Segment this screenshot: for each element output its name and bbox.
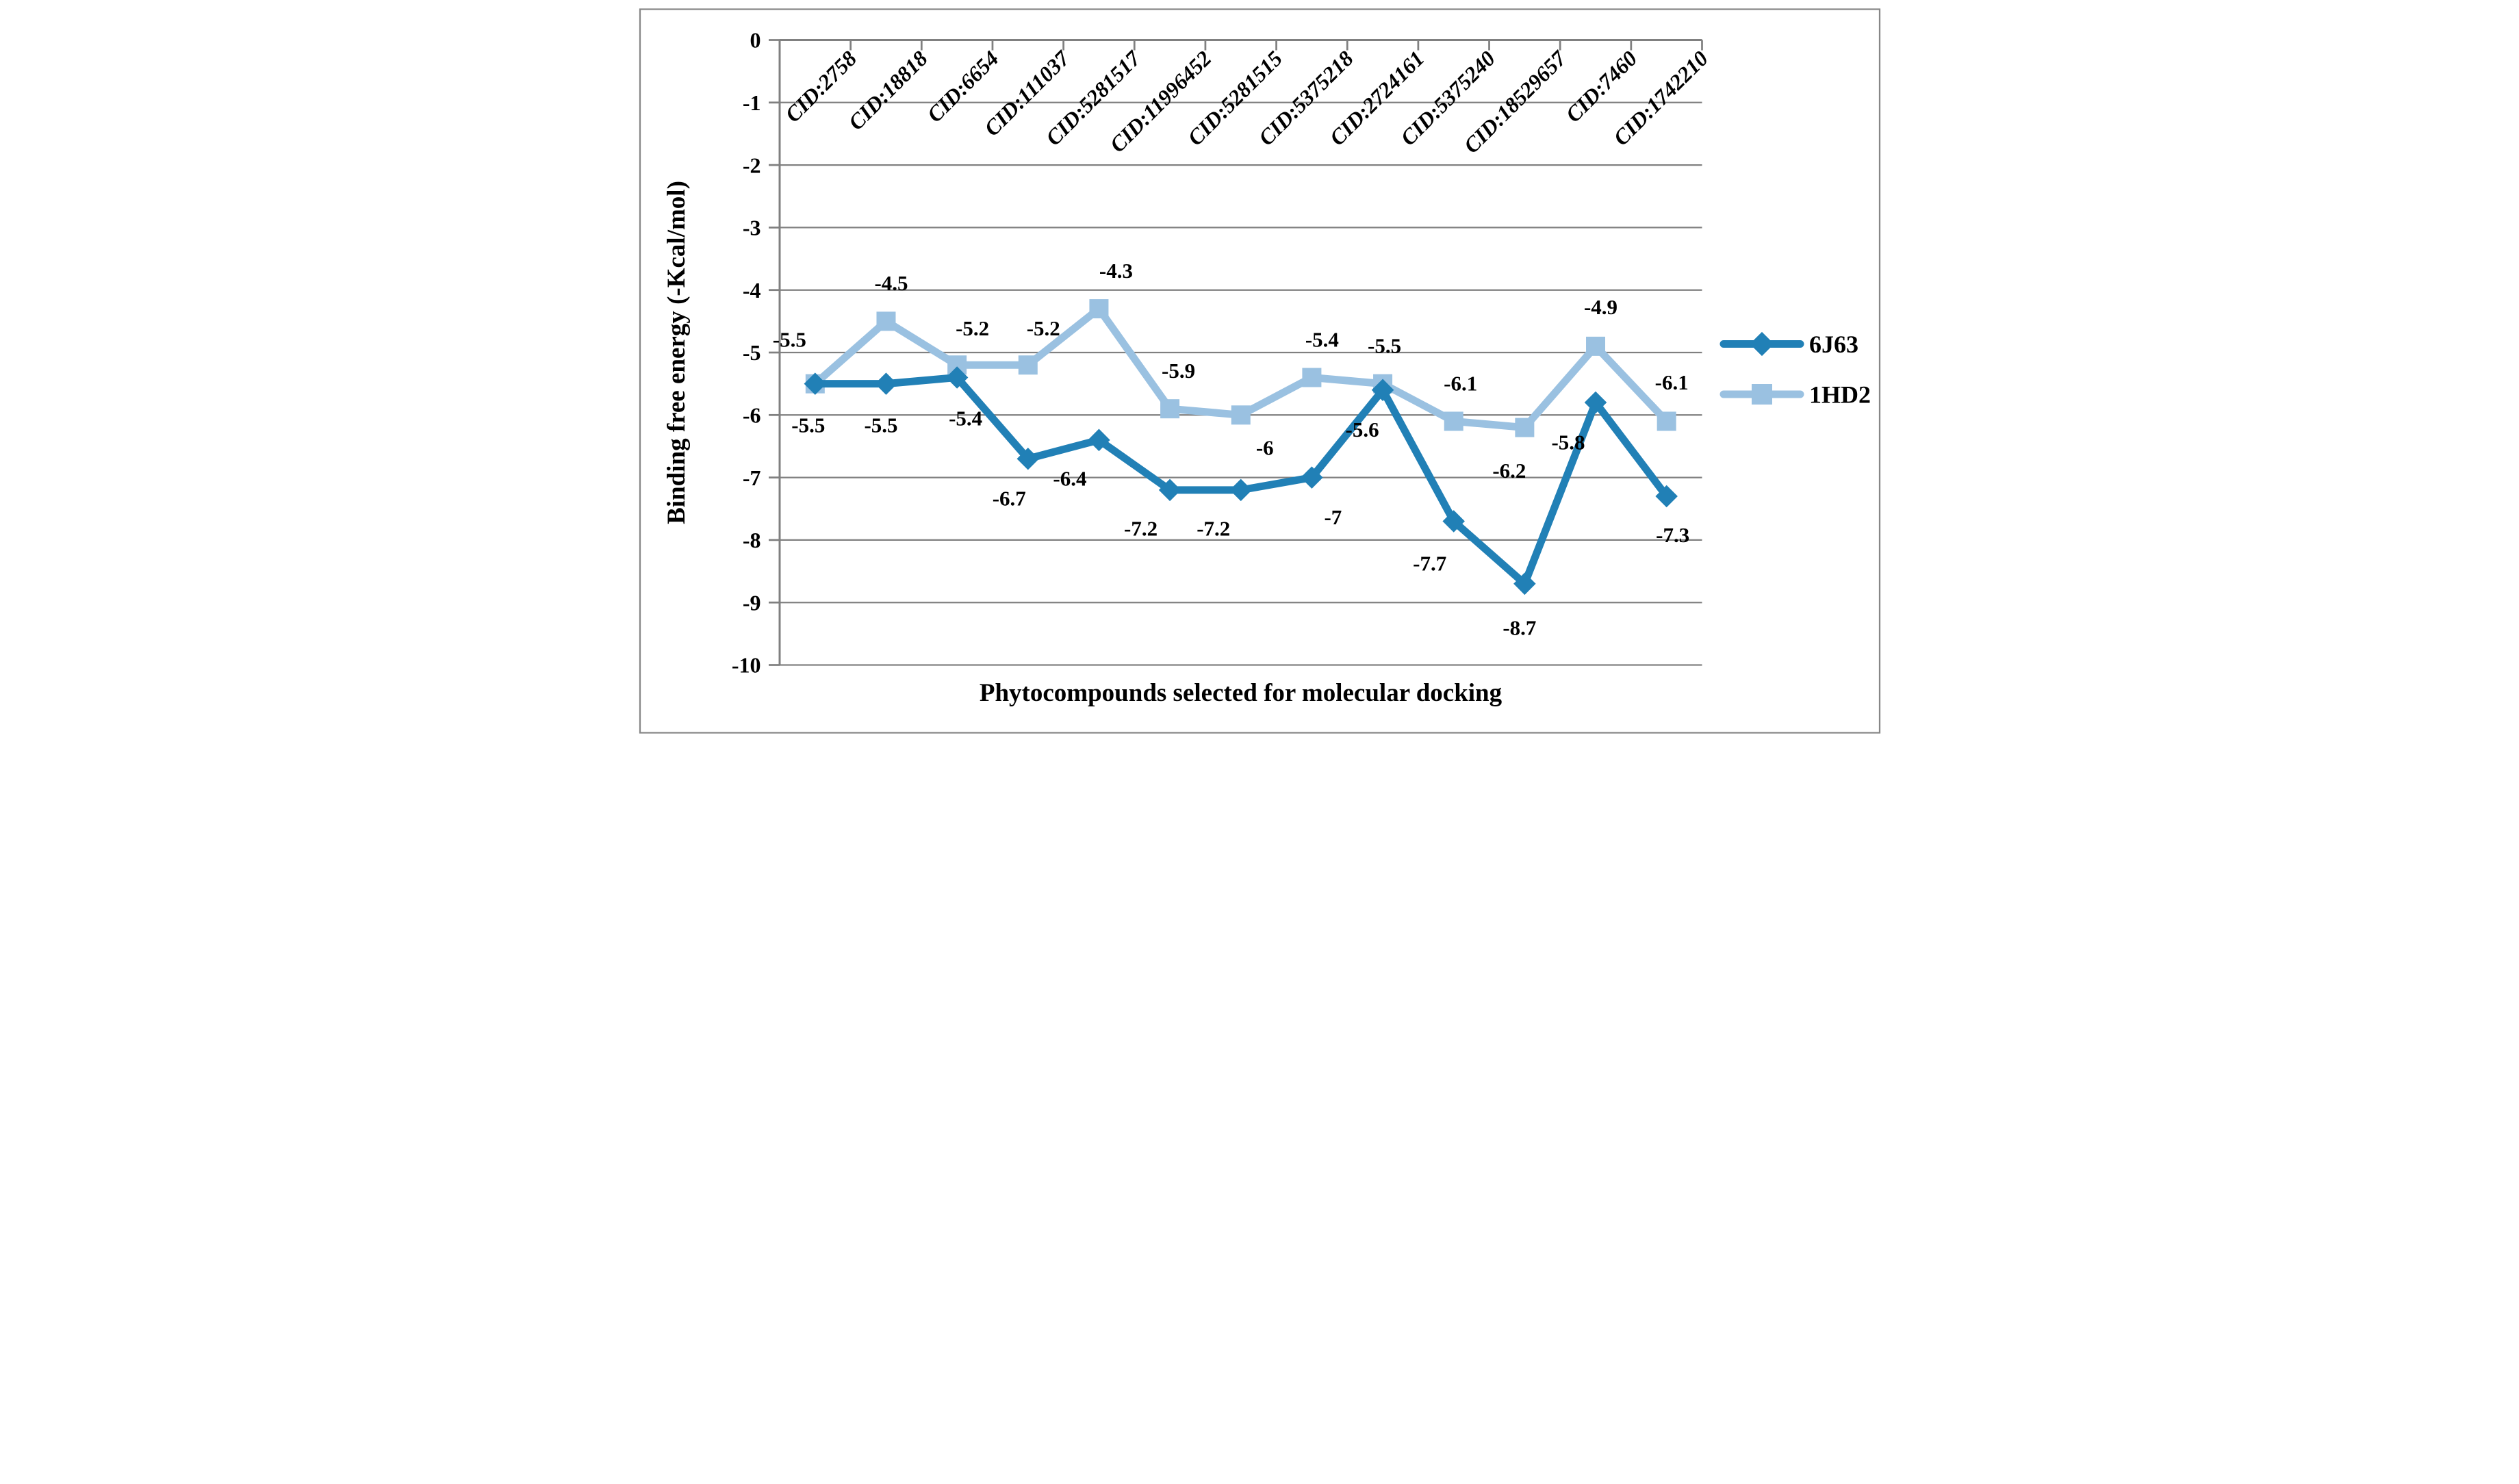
- y-tick-label: 0: [750, 28, 761, 53]
- legend: 6J63 1HD2: [1719, 331, 1871, 409]
- data-label-1HD2: -5.2: [1027, 316, 1060, 340]
- data-label-1HD2: -5.5: [773, 328, 806, 352]
- diamond-marker-icon: [1442, 510, 1465, 533]
- y-tick-label: -4: [743, 278, 761, 303]
- data-label-6J63: -6.7: [993, 487, 1026, 511]
- square-marker-icon: [1018, 355, 1038, 375]
- square-marker-icon: [876, 311, 896, 331]
- series-6J63: -5.5 -5.5 -5.4 -6.7 -6.4 -7.2 -7.2 -7 -5.6 -7.7 -8…: [791, 366, 1689, 640]
- data-label-6J63: -6.4: [1053, 467, 1086, 491]
- diamond-marker-icon: [1016, 447, 1040, 470]
- square-marker-icon: [1089, 299, 1109, 319]
- diamond-marker-icon: [1158, 478, 1181, 502]
- legend-diamond-marker-icon: [1750, 331, 1774, 357]
- x-axis-title: Phytocompounds selected for molecular do…: [980, 679, 1503, 707]
- data-label-6J63: -5.4: [949, 406, 982, 430]
- data-label-6J63: -7.3: [1656, 523, 1689, 547]
- square-marker-icon: [1657, 411, 1676, 431]
- square-marker-icon: [1160, 399, 1180, 419]
- data-label-6J63: -5.5: [864, 413, 897, 437]
- diamond-marker-icon: [945, 366, 969, 389]
- square-marker-icon: [1586, 336, 1606, 356]
- y-tick-label: -9: [743, 590, 761, 615]
- data-label-6J63: -5.8: [1551, 430, 1585, 454]
- y-tick-label: -2: [743, 153, 761, 177]
- data-label-1HD2: -6.1: [1655, 370, 1689, 394]
- y-tick-label: -1: [743, 90, 761, 115]
- diamond-marker-icon: [875, 372, 897, 395]
- diamond-marker-icon: [1088, 428, 1110, 452]
- legend-item-1hd2: 1HD2: [1719, 381, 1871, 409]
- figure-border: [639, 8, 1881, 734]
- data-label-1HD2: -4.3: [1099, 259, 1133, 283]
- data-label-6J63: -7: [1324, 505, 1342, 529]
- diamond-marker-icon: [1371, 379, 1394, 402]
- diamond-marker-icon: [1301, 466, 1323, 489]
- data-label-1HD2: -5.9: [1162, 359, 1195, 383]
- data-label-6J63: -7.2: [1124, 517, 1158, 541]
- data-label-1HD2: -4.9: [1584, 295, 1617, 319]
- square-marker-icon: [1444, 411, 1463, 431]
- diamond-marker-icon: [1229, 478, 1253, 502]
- data-label-1HD2: -6: [1256, 436, 1274, 460]
- y-axis-title: Binding free energy (-Kcal/mol): [663, 181, 691, 524]
- square-marker-icon: [1302, 368, 1322, 387]
- plot-area: 0-1-2-3-4-5-6-7-8-9-10CID:2758CID:18818C…: [732, 28, 1713, 678]
- legend-square-marker-icon: [1752, 384, 1772, 405]
- data-label-6J63: -5.5: [791, 413, 825, 437]
- legend-item-6j63: 6J63: [1719, 331, 1858, 358]
- data-label-6J63: -8.7: [1503, 616, 1536, 640]
- diamond-marker-icon: [804, 372, 827, 395]
- legend-label-6j63: 6J63: [1809, 331, 1858, 358]
- square-marker-icon: [1231, 405, 1251, 425]
- data-label-1HD2: -6.2: [1492, 459, 1526, 483]
- data-label-6J63: -7.2: [1197, 517, 1230, 541]
- y-tick-label: -6: [743, 403, 761, 428]
- y-tick-label: -3: [743, 216, 761, 240]
- diamond-marker-icon: [1513, 572, 1536, 596]
- y-tick-label: -7: [743, 465, 761, 490]
- data-label-6J63: -5.6: [1346, 418, 1379, 442]
- y-tick-label: -8: [743, 528, 761, 552]
- square-marker-icon: [1515, 418, 1535, 437]
- y-tick-label: -5: [743, 340, 761, 365]
- data-label-1HD2: -5.4: [1305, 327, 1339, 351]
- data-label-1HD2: -6.1: [1444, 371, 1477, 395]
- chart-figure: 0 -1 -2 -3 -4 -5 -6 -7 -8 -9 -10 CID:2758 CID:18818 C…: [630, 0, 1889, 742]
- data-label-1HD2: -5.5: [1368, 334, 1401, 358]
- data-label-1HD2: -4.5: [874, 271, 908, 295]
- data-label-1HD2: -5.2: [956, 316, 989, 340]
- binding-energy-line-chart: 0-1-2-3-4-5-6-7-8-9-10CID:2758CID:18818C…: [639, 8, 1881, 734]
- series-1HD2: -5.5 -4.5 -5.2 -5.2 -4.3 -5.9 -6 -5.4 -5.5 -6.1 -6…: [773, 259, 1689, 483]
- data-label-6J63: -7.7: [1413, 551, 1446, 575]
- legend-label-1hd2: 1HD2: [1809, 381, 1871, 409]
- y-tick-label: -10: [732, 653, 761, 678]
